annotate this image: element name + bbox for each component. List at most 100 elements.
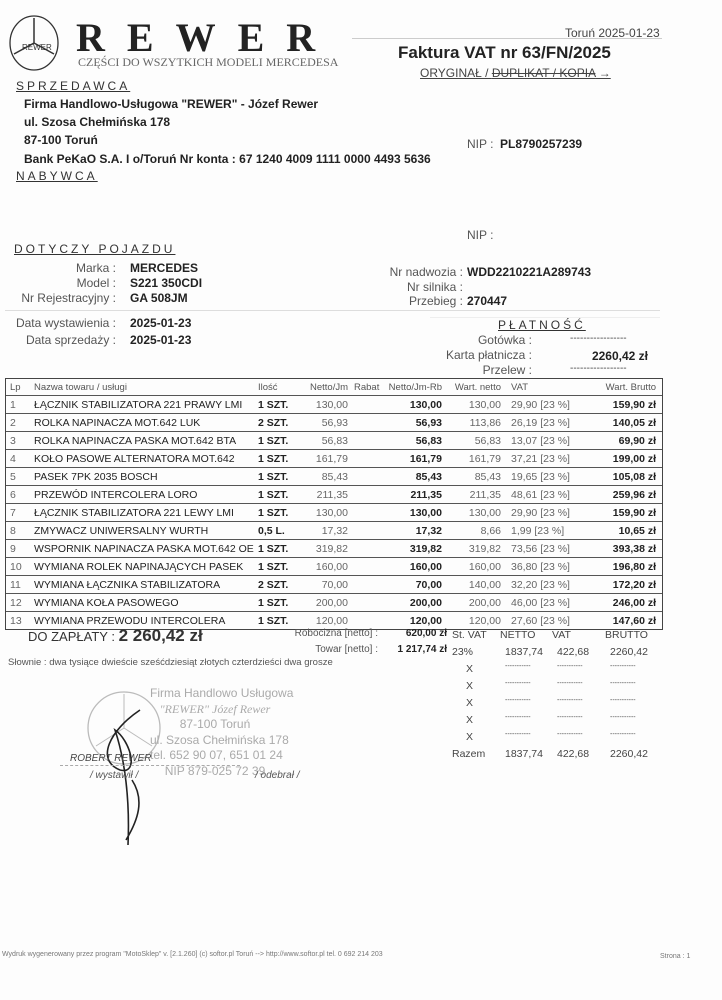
table-cell: 32,20 [23 %] [511,579,570,591]
vehicle-heading: DOTYCZY POJAZDU [14,242,176,256]
table-cell: 13,07 [23 %] [511,435,570,447]
table-cell: 1 SZT. [258,615,289,627]
table-row: 1 ŁĄCZNIK STABILIZATORA 221 PRAWY LMI 1 SZ… [6,395,662,413]
table-cell: 1 SZT. [258,561,289,573]
payment-heading: PŁATNOŚĆ [498,318,586,332]
vat-summary-cell: 1837,74 [505,646,543,658]
model-value: S221 350CDI [130,276,203,290]
labor-value: 620,00 zł [405,628,447,639]
table-cell: 29,90 [23 %] [511,399,570,411]
table-header: Lp Nazwa towaru / usługi Ilość Netto/Jm Raba… [6,379,662,395]
table-cell: 3 [10,435,16,447]
vat-summary-header: BRUTTO [605,629,648,641]
table-cell: 211,35 [316,489,348,501]
vat-summary-cell: 2260,42 [610,748,648,760]
column-header: Netto/Jm-Rb [388,382,442,393]
table-cell: 159,90 zł [612,399,656,411]
table-cell: 11 [10,579,21,591]
table-cell: 211,35 [410,489,442,501]
seller-nip-label: NIP : [467,137,494,151]
table-cell: 1 SZT. [258,435,289,447]
table-cell: WYMIANA ŁĄCZNIKA STABILIZATORA [34,579,221,591]
table-cell: 56,93 [415,417,442,429]
table-cell: 1 SZT. [258,399,289,411]
vat-summary-cell: X [466,663,474,675]
table-cell: 7 [10,507,16,519]
table-row: 2 ROLKA NAPINACZA MOT.642 LUK 2 SZT. 56,93 5… [6,413,662,431]
table-cell: 120,00 [315,615,348,627]
column-header: Nazwa towaru / usługi [34,382,127,393]
issue-date-label: Data wystawienia : [15,316,116,330]
vat-summary-cell: ----------- [505,697,531,704]
vat-summary-cell: ----------- [505,714,531,721]
table-cell: 37,21 [23 %] [511,453,570,465]
table-cell: 5 [10,471,16,483]
vat-summary-cell: ----------- [610,697,636,704]
copy-status: ORYGINAŁ / DUPLIKAT / KOPIA → [420,66,611,80]
table-cell: 160,00 [315,561,348,573]
labor-label: Robocizna [netto] : [294,628,378,639]
table-cell: 130,00 [409,399,442,411]
vat-summary-cell: X [466,680,474,692]
card-label: Karta płatnicza : [445,348,532,362]
table-cell: 161,79 [409,453,442,465]
table-cell: 56,93 [321,417,348,429]
issuer-label: / wystawił / [90,770,139,781]
stamp-line: NIP 879-025 72 39 [164,763,266,778]
table-cell: 200,00 [409,597,442,609]
handwritten-signature [106,709,141,846]
vat-summary-cell: 422,68 [557,646,590,658]
table-cell: 393,38 zł [612,543,656,555]
vat-summary-cell: ----------- [557,714,583,721]
buyer-nip-label: NIP : [467,228,494,242]
table-cell: 36,80 [23 %] [511,561,570,573]
stamp-line: ul. Szosa Chełmińska 178 [150,732,289,747]
vat-summary-cell: ----------- [505,680,531,687]
goods-label: Towar [netto] : [315,644,378,655]
table-cell: 160,00 [409,561,442,573]
table-cell: 48,61 [23 %] [511,489,570,501]
table-row: 5 PASEK 7PK 2035 BOSCH 1 SZT. 85,43 85,43 85,… [6,467,662,485]
table-cell: 147,60 zł [612,615,656,627]
stamp-line: tel. 652 90 07, 651 01 24 [150,748,283,762]
column-header: Wart. Brutto [605,382,656,393]
table-cell: KOŁO PASOWE ALTERNATORA MOT.642 [34,453,235,465]
table-cell: 2 [10,417,16,429]
table-cell: 319,82 [409,543,442,555]
table-cell: 140,00 [468,579,501,591]
table-cell: 27,60 [23 %] [511,615,570,627]
brand-logo: REWER [76,15,338,60]
table-cell: 130,00 [315,399,348,411]
table-cell: PRZEWÓD INTERCOLERA LORO [34,489,198,501]
table-cell: ROLKA NAPINACZA PASKA MOT.642 BTA [34,435,237,447]
issuer-name: ROBERT REWER [70,753,152,764]
vat-summary-cell: ----------- [610,731,636,738]
table-row: 11 WYMIANA ŁĄCZNIKA STABILIZATORA 2 SZT. 70… [6,575,662,593]
table-cell: 56,83 [321,435,348,447]
model-label: Model : [76,276,116,290]
table-cell: 246,00 zł [612,597,656,609]
seller-city: 87-100 Toruń [24,133,98,147]
vat-summary-cell: ----------- [557,697,583,704]
table-row: 13 WYMIANA PRZEWODU INTERCOLERA 1 SZT. 120,… [6,611,662,629]
table-cell: 130,00 [468,507,501,519]
vat-summary-cell: X [466,697,474,709]
reg-value: GA 508JM [130,291,188,305]
issue-date: 2025-01-23 [130,316,192,330]
sale-date-label: Data sprzedaży : [25,333,116,347]
sale-date: 2025-01-23 [130,333,192,347]
seller-bank: Bank PeKaO S.A. I o/Toruń Nr konta : 67 … [24,152,431,166]
table-cell: 12 [10,597,22,609]
table-cell: 6 [10,489,16,501]
stamp-line: 87-100 Toruń [179,717,251,731]
table-cell: 211,35 [469,489,501,501]
table-cell: 29,90 [23 %] [511,507,570,519]
table-cell: 105,08 zł [612,471,656,483]
table-row: 8 ZMYWACZ UNIWERSALNY WURTH 0,5 L. 17,32 17,… [6,521,662,539]
vin-value: WDD2210221A289743 [467,265,592,279]
table-cell: 1 SZT. [258,543,289,555]
vat-summary-cell: ----------- [610,663,636,670]
table-cell: 130,00 [315,507,348,519]
table-cell: ŁĄCZNIK STABILIZATORA 221 LEWY LMI [34,507,234,519]
